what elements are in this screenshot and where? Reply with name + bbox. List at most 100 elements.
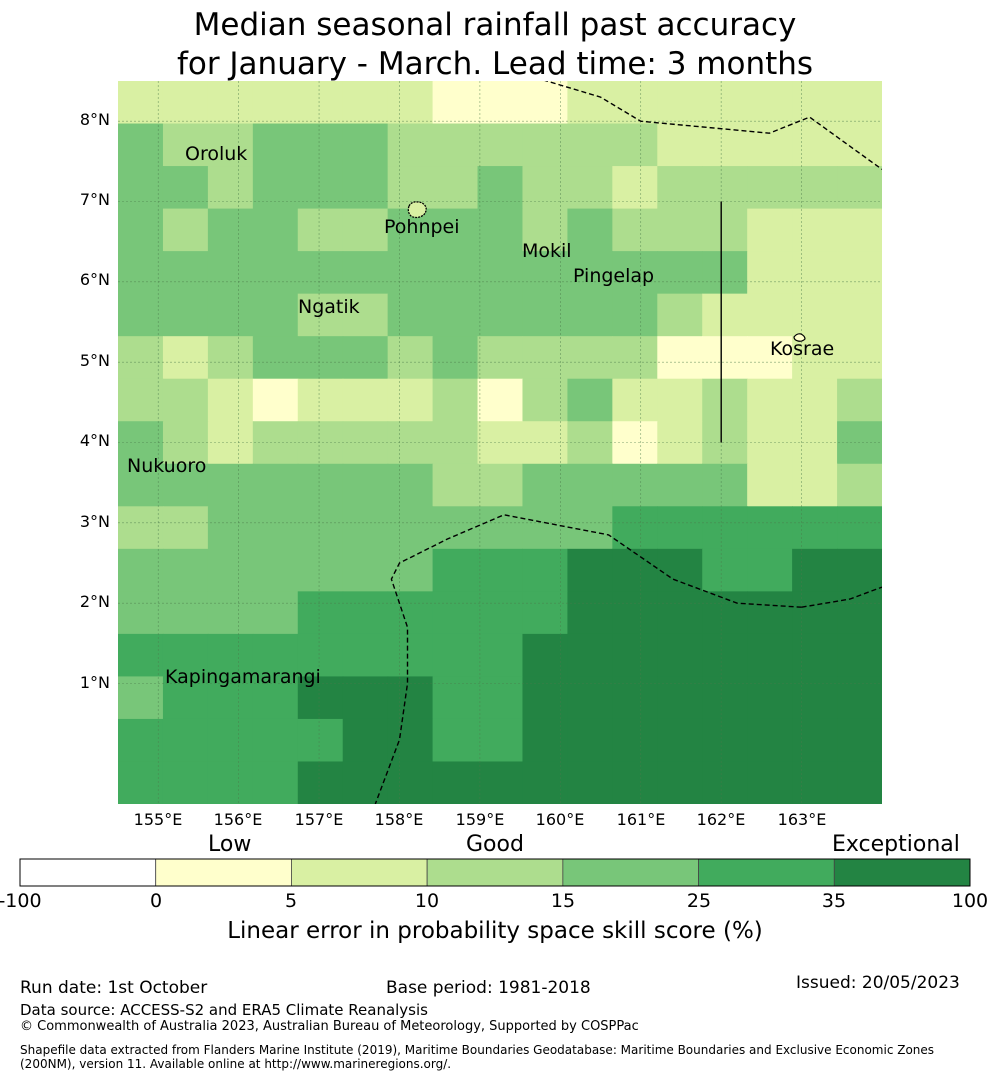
skill-cell <box>747 506 793 550</box>
lon-label-155e: 155°E <box>133 810 183 829</box>
skill-cell <box>118 761 164 804</box>
skill-cell <box>118 123 164 167</box>
skill-cell <box>297 251 344 295</box>
skill-cell <box>432 718 479 763</box>
skill-cell <box>432 378 479 422</box>
place-label-kosrae: Kosrae <box>770 338 835 360</box>
skill-cell <box>387 378 434 422</box>
base-period: Base period: 1981-2018 <box>386 978 591 998</box>
skill-cell <box>252 506 299 550</box>
skill-cell <box>162 166 209 210</box>
skill-cell <box>567 293 613 337</box>
skill-cell <box>837 208 882 252</box>
skill-cell <box>702 81 748 125</box>
skill-cell <box>792 718 838 763</box>
skill-cell <box>207 761 254 804</box>
skill-cell <box>342 463 389 507</box>
skill-cell <box>432 81 479 125</box>
skill-cell <box>342 761 389 804</box>
lat-label-1n: 1°N <box>79 673 110 692</box>
skill-cell <box>297 463 344 507</box>
skill-cell <box>747 251 793 295</box>
skill-cell <box>252 336 299 380</box>
skill-cell <box>118 633 164 678</box>
skill-cell <box>297 208 344 252</box>
skill-cell <box>252 378 299 422</box>
skill-cell <box>342 506 389 550</box>
skill-cell <box>702 718 748 763</box>
skill-cell <box>118 506 164 550</box>
skill-cell <box>657 208 703 252</box>
skill-cell <box>477 718 524 763</box>
place-label-ngatik: Ngatik <box>298 296 360 318</box>
skill-cell <box>297 421 344 465</box>
skill-cell <box>432 463 479 507</box>
skill-cell <box>567 251 613 295</box>
kosrae-outline <box>793 333 806 342</box>
skill-cell <box>432 336 479 380</box>
skill-cell <box>342 718 389 763</box>
skill-cell <box>477 676 524 720</box>
skill-cell <box>747 676 793 720</box>
lat-label-7n: 7°N <box>79 190 110 209</box>
colorbar-tick: 25 <box>686 890 712 912</box>
skill-cell <box>387 548 434 592</box>
place-label-nukuoro: Nukuoro <box>127 455 207 477</box>
lon-label-162e: 162°E <box>696 810 746 829</box>
place-label-mokil: Mokil <box>522 240 572 262</box>
colorbar-category-low: Low <box>208 832 252 857</box>
skill-cell <box>252 166 299 210</box>
skill-cell <box>612 676 658 720</box>
skill-cell <box>792 506 838 550</box>
colorbar-tick: 5 <box>284 890 298 912</box>
skill-cell <box>657 463 703 507</box>
skill-cell <box>522 166 569 210</box>
colorbar-frame <box>19 858 971 887</box>
skill-cell <box>477 591 524 635</box>
skill-cell <box>657 123 703 167</box>
skill-cell <box>207 293 254 337</box>
skill-cell <box>387 81 434 125</box>
skill-cell <box>837 548 882 592</box>
skill-cell <box>837 591 882 635</box>
skill-cell <box>387 463 434 507</box>
skill-cell <box>162 81 209 125</box>
colorbar-tick: 15 <box>550 890 576 912</box>
skill-cell <box>612 761 658 804</box>
map-title-line2: for January - March. Lead time: 3 months <box>176 46 814 82</box>
skill-cell <box>702 506 748 550</box>
skill-cell <box>657 548 703 592</box>
skill-cell <box>118 336 164 380</box>
lat-label-8n: 8°N <box>79 110 110 129</box>
skill-cell <box>162 761 209 804</box>
skill-cell <box>477 548 524 592</box>
graticule <box>118 81 882 804</box>
colorbar-segment <box>562 858 699 887</box>
skill-cell <box>702 633 748 678</box>
skill-cell <box>612 208 658 252</box>
skill-cell <box>522 123 569 167</box>
skill-cell <box>837 676 882 720</box>
skill-cell <box>207 251 254 295</box>
skill-cell <box>612 718 658 763</box>
skill-cell <box>657 293 703 337</box>
skill-cell <box>837 506 882 550</box>
skill-cell <box>387 591 434 635</box>
skill-cell <box>837 81 882 125</box>
skill-cell <box>702 378 748 422</box>
shapefile-credit-line1: Shapefile data extracted from Flanders M… <box>20 1043 935 1057</box>
lat-label-2n: 2°N <box>79 592 110 611</box>
lon-label-158e: 158°E <box>374 810 424 829</box>
skill-cell <box>118 81 164 125</box>
skill-cell <box>297 336 344 380</box>
colorbar-tick: 0 <box>149 890 163 912</box>
lon-label-160e: 160°E <box>535 810 585 829</box>
skill-cell <box>702 336 748 380</box>
skill-cell <box>207 591 254 635</box>
skill-cell <box>612 81 658 125</box>
skill-cell <box>567 81 613 125</box>
skill-cell <box>702 251 748 295</box>
skill-cell <box>252 208 299 252</box>
skill-cell <box>118 676 164 720</box>
